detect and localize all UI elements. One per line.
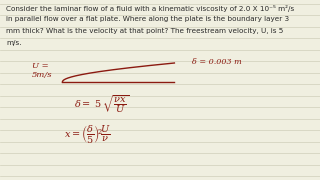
Text: Consider the laminar flow of a fluid with a kinematic viscosity of 2.0 X 10⁻⁵ m²: Consider the laminar flow of a fluid wit… — [6, 4, 295, 12]
Text: 5m/s: 5m/s — [32, 71, 52, 79]
Text: mm thick? What is the velocity at that point? The freestream velocity, U, is 5: mm thick? What is the velocity at that p… — [6, 28, 284, 34]
Text: U =: U = — [32, 62, 49, 70]
Text: in parallel flow over a flat plate. Where along the plate is the boundary layer : in parallel flow over a flat plate. Wher… — [6, 16, 290, 22]
Text: m/s.: m/s. — [6, 40, 22, 46]
Text: $\delta = \ 5\,\sqrt{\dfrac{\nu x}{U}}$: $\delta = \ 5\,\sqrt{\dfrac{\nu x}{U}}$ — [74, 94, 129, 115]
Text: δ = 0.003 m: δ = 0.003 m — [192, 58, 242, 66]
Text: $x = \left(\dfrac{\delta}{5}\right)^{\!\!2}\!\dfrac{U}{\nu}$: $x = \left(\dfrac{\delta}{5}\right)^{\!\… — [64, 123, 111, 145]
